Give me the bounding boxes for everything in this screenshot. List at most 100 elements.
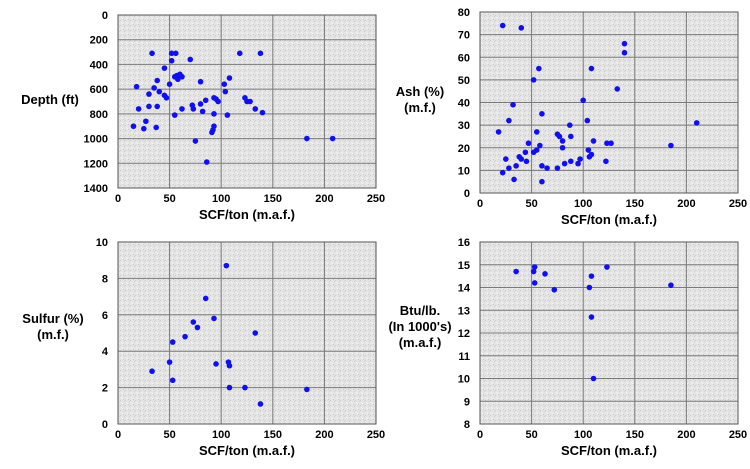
- depth-data-point: [329, 135, 336, 142]
- btu-plot-border: [479, 241, 739, 425]
- btu-panel: 0 50 100 150 200 250 8 9 10 11 12 13 14 15 16 SCF/ton (…: [388, 237, 747, 458]
- depth-data-point: [203, 159, 210, 165]
- ash-y-tick-label: 40: [458, 98, 470, 110]
- ash-data-point: [575, 160, 581, 167]
- btu-data-point: [668, 282, 674, 289]
- ash-x-axis-label: SCF/ton (m.a.f.): [561, 212, 657, 227]
- btu-x-tick-label: 150: [626, 429, 644, 441]
- depth-data-point: [161, 65, 168, 71]
- ash-data-point: [533, 129, 540, 135]
- depth-data-point: [199, 108, 206, 115]
- ash-data-point: [536, 65, 542, 72]
- ash-data-point: [590, 138, 597, 144]
- ash-data-point: [588, 65, 595, 72]
- depth-data-point: [222, 88, 229, 95]
- depth-data-point: [146, 91, 152, 97]
- depth-y-tick-label: 400: [90, 59, 108, 71]
- ash-data-point: [530, 77, 537, 83]
- sulfur-data-point: [252, 330, 259, 336]
- btu-data-point: [531, 280, 538, 286]
- depth-panel: 0 50 100 150 200 250 0 200 400 600 800 1000 1200 1400…: [21, 10, 385, 222]
- sulfur-data-point: [194, 324, 201, 331]
- ash-data-point: [518, 25, 525, 31]
- depth-data-point: [135, 106, 142, 112]
- ash-data-point: [539, 178, 545, 185]
- sulfur-data-point: [166, 359, 173, 365]
- sulfur-data-point: [257, 401, 264, 407]
- ash-data-point: [539, 163, 545, 169]
- depth-x-tick-label: 0: [115, 193, 121, 205]
- depth-data-point: [166, 81, 173, 87]
- depth-x-tick-label: 150: [264, 193, 282, 205]
- sulfur-y-tick-label: 2: [102, 383, 108, 395]
- ash-data-point: [585, 147, 592, 153]
- ash-y-tick-label: 30: [458, 120, 470, 132]
- ash-data-point: [559, 138, 566, 144]
- btu-y-tick-label: 10: [458, 374, 470, 386]
- depth-data-point: [151, 85, 157, 91]
- depth-data-point: [187, 56, 194, 63]
- depth-data-point: [153, 124, 159, 131]
- btu-data-point: [590, 375, 597, 382]
- depth-plot-border: [117, 14, 377, 189]
- ash-data-point: [554, 165, 561, 171]
- sulfur-y-tick-label: 6: [102, 310, 108, 322]
- ash-data-point: [525, 140, 532, 147]
- ash-data-point: [559, 144, 566, 151]
- btu-y-tick-label: 16: [458, 237, 470, 249]
- depth-y-tick-label: 0: [102, 10, 108, 22]
- ash-data-point: [584, 117, 591, 124]
- sulfur-data-point: [202, 295, 209, 302]
- ash-x-tick-label: 0: [477, 198, 483, 210]
- ash-y-axis-label: (m.f.): [404, 100, 436, 115]
- ash-data-point: [539, 111, 545, 117]
- sulfur-data-point: [169, 377, 176, 384]
- ash-plot-border: [479, 11, 739, 194]
- ash-data-point: [511, 176, 517, 183]
- btu-y-axis-label: (m.a.f.): [399, 335, 442, 350]
- btu-data-point: [588, 273, 595, 279]
- depth-data-point: [133, 83, 140, 90]
- sulfur-x-tick-label: 150: [264, 429, 282, 441]
- depth-x-tick-label: 50: [163, 193, 175, 205]
- depth-data-point: [247, 98, 253, 105]
- sulfur-x-tick-label: 0: [115, 429, 121, 441]
- ash-panel: 0 50 100 150 200 250 0 10 20 30 40 50 60 70 80 SCF/ton …: [396, 7, 747, 227]
- depth-data-point: [197, 78, 204, 85]
- btu-x-tick-label: 200: [677, 429, 695, 441]
- depth-data-point: [171, 112, 178, 118]
- depth-data-point: [236, 50, 243, 57]
- sulfur-x-tick-label: 250: [367, 429, 385, 441]
- ash-x-tick-label: 200: [677, 198, 695, 210]
- sulfur-y-axis-label: (m.f.): [37, 327, 69, 342]
- sulfur-x-tick-label: 50: [163, 429, 175, 441]
- ash-data-point: [495, 129, 502, 135]
- ash-data-point: [568, 158, 574, 165]
- ash-data-point: [577, 156, 583, 162]
- ash-data-point: [621, 49, 628, 56]
- sulfur-x-tick-label: 100: [212, 429, 230, 441]
- depth-data-point: [175, 76, 181, 83]
- sulfur-y-tick-label: 4: [102, 346, 109, 358]
- depth-data-point: [179, 106, 185, 112]
- ash-data-point: [518, 156, 525, 162]
- btu-y-tick-label: 8: [464, 419, 470, 431]
- sulfur-x-tick-label: 200: [315, 429, 333, 441]
- depth-data-point: [304, 135, 310, 142]
- ash-y-tick-label: 0: [464, 188, 470, 200]
- ash-data-point: [668, 142, 674, 149]
- depth-data-point: [168, 50, 175, 57]
- sulfur-plot-border: [117, 241, 377, 425]
- ash-data-point: [503, 156, 509, 162]
- ash-y-tick-label: 50: [458, 75, 470, 87]
- ash-data-point: [614, 86, 621, 92]
- btu-y-tick-label: 12: [458, 328, 470, 340]
- depth-data-point: [190, 106, 197, 112]
- sulfur-data-point: [213, 361, 219, 367]
- ash-data-point: [568, 133, 574, 140]
- ash-data-point: [588, 151, 595, 158]
- btu-x-axis-label: SCF/ton (m.a.f.): [561, 443, 657, 458]
- ash-data-point: [566, 122, 573, 128]
- btu-data-point: [530, 268, 537, 275]
- sulfur-data-point: [149, 368, 155, 375]
